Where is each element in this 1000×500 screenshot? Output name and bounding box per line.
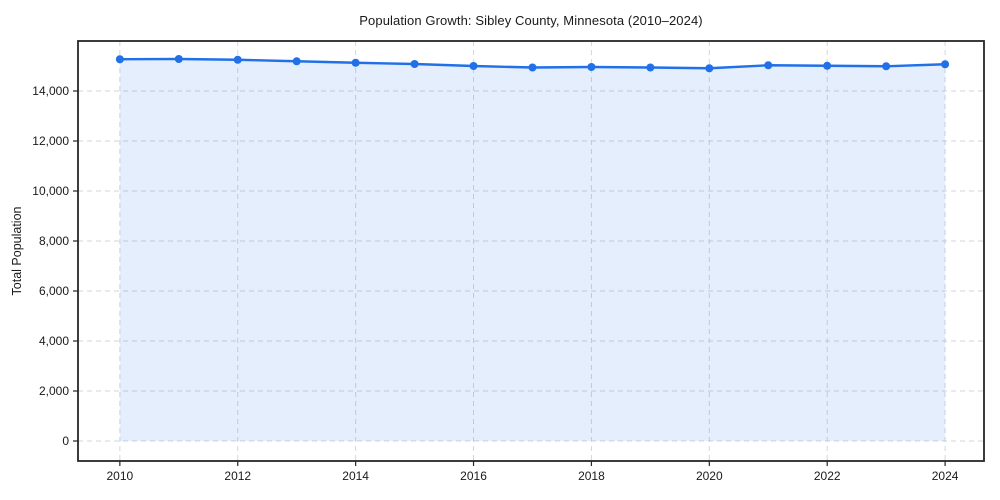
data-point-marker bbox=[469, 62, 478, 70]
y-tick-label: 10,000 bbox=[32, 184, 69, 198]
y-tick-label: 6,000 bbox=[39, 284, 69, 298]
x-tick-label: 2020 bbox=[696, 469, 723, 483]
series-area-fill bbox=[119, 59, 946, 441]
y-tick-label: 12,000 bbox=[32, 134, 69, 148]
data-point-marker bbox=[174, 55, 183, 63]
data-point-marker bbox=[587, 63, 596, 71]
y-tick-label: 0 bbox=[62, 434, 69, 448]
data-point-marker bbox=[115, 55, 124, 64]
data-point-marker bbox=[233, 55, 242, 64]
data-point-marker bbox=[528, 63, 537, 72]
x-tick-label: 2014 bbox=[342, 469, 369, 483]
x-tick-label: 2022 bbox=[814, 469, 841, 483]
x-tick-label: 2010 bbox=[107, 469, 134, 483]
x-tick-label: 2012 bbox=[224, 469, 251, 483]
y-tick-label: 14,000 bbox=[32, 84, 69, 98]
plot-border bbox=[77, 40, 985, 462]
data-point-marker bbox=[351, 58, 360, 67]
data-point-marker bbox=[882, 62, 891, 71]
y-tick-label: 4,000 bbox=[39, 334, 69, 348]
data-point-marker bbox=[764, 61, 773, 70]
x-tick-label: 2024 bbox=[932, 469, 959, 483]
y-tick-label: 2,000 bbox=[39, 384, 69, 398]
y-tick-label: 8,000 bbox=[39, 234, 69, 248]
data-point-marker bbox=[941, 60, 950, 69]
data-point-marker bbox=[823, 61, 832, 70]
data-point-marker bbox=[646, 63, 655, 72]
x-tick-label: 2018 bbox=[578, 469, 605, 483]
data-point-marker bbox=[292, 57, 301, 66]
data-point-marker bbox=[705, 64, 714, 73]
x-tick-label: 2016 bbox=[460, 469, 487, 483]
chart-title: Population Growth: Sibley County, Minnes… bbox=[359, 13, 703, 28]
data-point-marker bbox=[410, 60, 419, 68]
